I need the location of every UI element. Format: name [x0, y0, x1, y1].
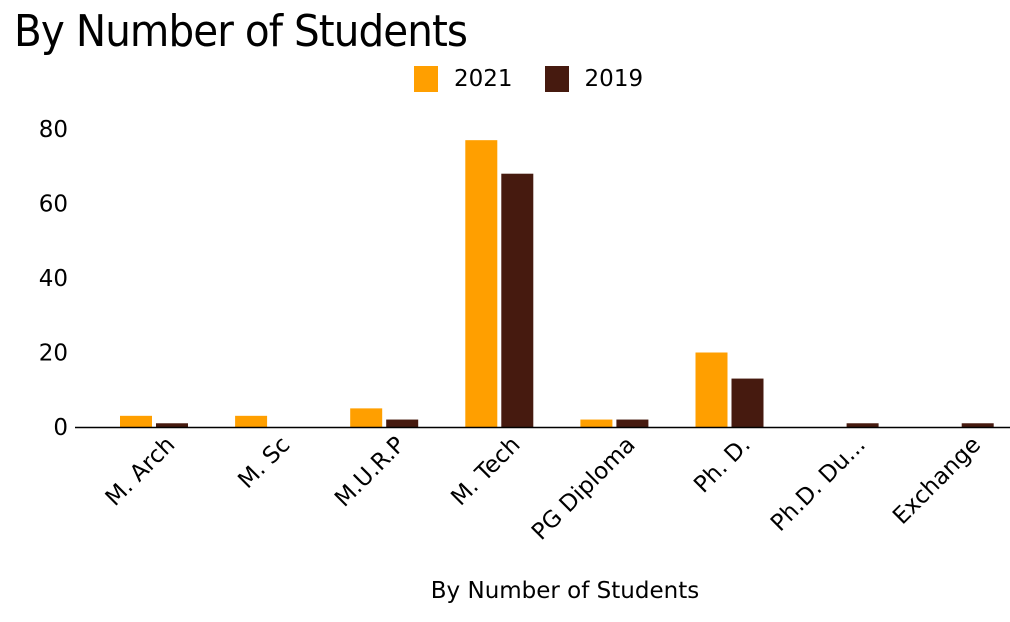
bar-2021-5 [695, 352, 728, 427]
legend-item-2019[interactable]: 2019 [544, 66, 644, 92]
y-tick-label: 20 [39, 341, 68, 367]
bar-2019-7 [961, 423, 994, 427]
x-tick-label: Ph. D. [689, 432, 756, 499]
bar-2019-4 [616, 419, 649, 427]
bar-2021-0 [120, 415, 152, 427]
legend-label: 2021 [454, 66, 513, 92]
x-tick-label: Exchange [888, 432, 986, 530]
legend-label: 2019 [584, 66, 644, 92]
y-tick-label: 0 [53, 415, 68, 441]
x-tick-label: M.U.R.P [330, 432, 410, 512]
legend-swatch-2021 [414, 66, 438, 92]
legend: 2021 2019 [414, 66, 675, 92]
bar-2021-1 [235, 415, 268, 427]
bar-2019-2 [386, 419, 419, 427]
bar-2019-6 [846, 423, 879, 427]
legend-swatch-2019 [544, 66, 569, 92]
x-tick-label: M. Tech [446, 432, 525, 511]
bar-2021-3 [465, 140, 498, 428]
y-tick-label: 60 [39, 192, 68, 218]
bar-2019-0 [156, 423, 188, 427]
y-tick-label: 80 [39, 117, 68, 143]
bar-2021-2 [350, 408, 383, 427]
x-tick-label: M. Sc [233, 432, 295, 494]
bar-2019-5 [731, 378, 764, 427]
chart-title: By Number of Students [14, 6, 468, 57]
bar-2019-3 [501, 173, 534, 427]
legend-item-2021[interactable]: 2021 [414, 66, 513, 92]
x-axis-label: By Number of Students [430, 578, 700, 604]
y-tick-label: 40 [39, 266, 68, 292]
x-tick-label: M. Arch [101, 432, 180, 511]
x-tick-label: Ph.D. Du... [766, 432, 871, 537]
x-tick-label: PG Diploma [527, 432, 641, 546]
bar-2021-4 [580, 419, 613, 427]
